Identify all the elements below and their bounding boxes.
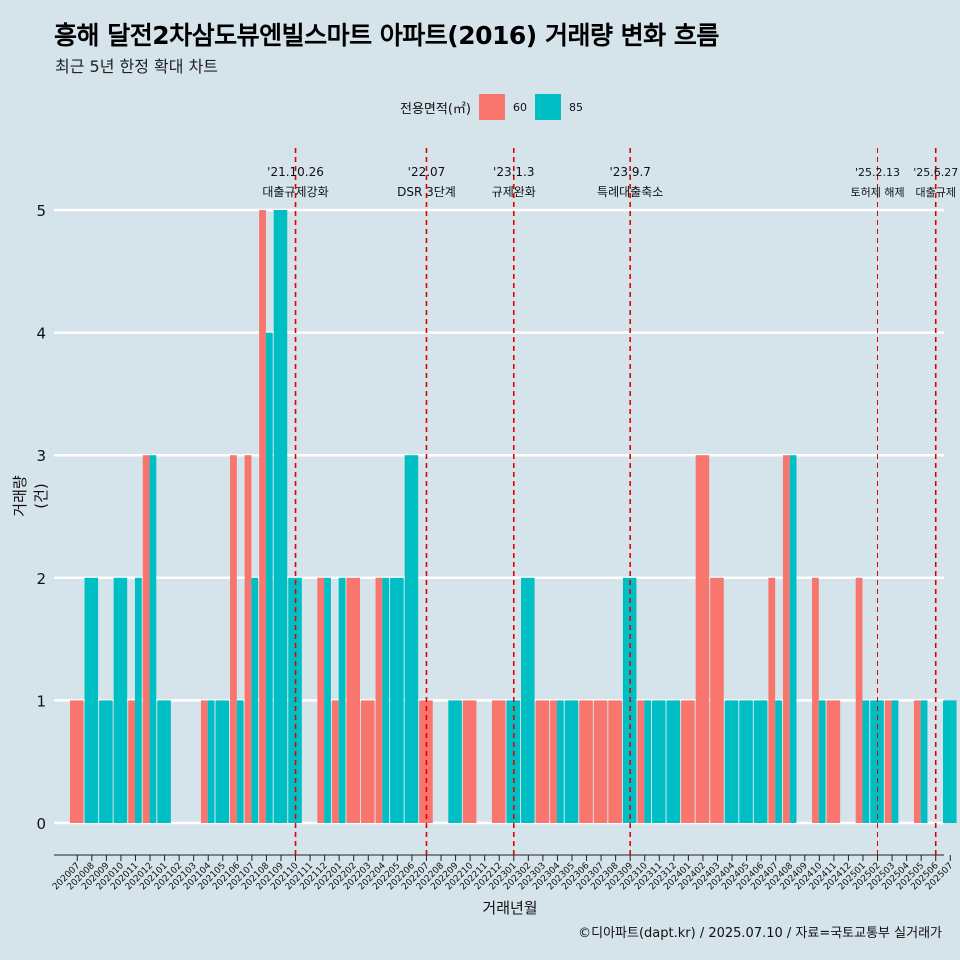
bar-60 xyxy=(855,577,863,823)
bar-60 xyxy=(375,577,383,823)
bar-60 xyxy=(710,577,724,823)
y-tick-label: 1 xyxy=(36,692,46,710)
event-label: 특례대출축소 xyxy=(597,185,663,199)
event-label: 토허제 해제 xyxy=(850,185,904,199)
bar-60 xyxy=(244,455,252,823)
bar-60 xyxy=(681,700,695,823)
bar-85 xyxy=(338,577,346,823)
bar-60 xyxy=(593,700,608,823)
bar-85 xyxy=(273,210,288,823)
y-tick-label: 2 xyxy=(36,570,46,588)
bar-85 xyxy=(724,700,739,823)
bar-85 xyxy=(920,700,928,823)
bar-85 xyxy=(775,700,782,823)
bar-60 xyxy=(200,700,208,823)
bar-60 xyxy=(768,577,776,823)
event-label: 대출규제 xyxy=(915,186,955,199)
bar-60 xyxy=(535,700,550,823)
legend-key-60 xyxy=(478,94,505,120)
bar-60 xyxy=(637,700,645,823)
chart-subtitle: 최근 5년 한정 확대 차트 xyxy=(55,57,219,76)
event-label: 대출규제강화 xyxy=(262,185,328,199)
bar-85 xyxy=(324,577,331,823)
bar-85 xyxy=(149,455,157,823)
bar-85 xyxy=(521,577,535,823)
bar-60 xyxy=(608,700,622,823)
bar-85 xyxy=(251,577,259,823)
bar-85 xyxy=(644,700,651,823)
bar-85 xyxy=(134,577,142,823)
bar-60 xyxy=(782,455,790,823)
bar-85 xyxy=(753,700,768,823)
event-date: '23.9.7 xyxy=(609,165,650,179)
bar-60 xyxy=(462,700,477,823)
bar-60 xyxy=(346,577,360,823)
bar-60 xyxy=(884,700,892,823)
bar-85 xyxy=(207,700,215,823)
bar-85 xyxy=(943,700,957,823)
bar-60 xyxy=(812,577,819,823)
event-date: '25.6.27 xyxy=(913,166,958,179)
bar-85 xyxy=(84,577,99,823)
chart-title: 흥해 달전2차삼도뷰엔빌스마트 아파트(2016) 거래량 변화 흐름 xyxy=(54,21,719,50)
event-date: '21.10.26 xyxy=(267,165,324,179)
legend: 전용면적(㎡) 60 85 xyxy=(400,92,591,122)
bar-85 xyxy=(236,700,244,823)
event-label: 규제완화 xyxy=(492,185,536,199)
bar-85 xyxy=(564,700,579,823)
y-tick-label: 5 xyxy=(36,202,46,220)
bar-85 xyxy=(99,700,113,823)
bar-60 xyxy=(128,700,135,823)
legend-title: 전용면적(㎡) xyxy=(400,101,471,117)
event-date: '23.1.3 xyxy=(493,165,534,179)
bar-85 xyxy=(666,700,681,823)
bar-85 xyxy=(215,700,230,823)
bar-60 xyxy=(491,700,506,823)
bar-60 xyxy=(142,455,150,823)
legend-label-60: 60 xyxy=(512,100,527,114)
event-date: '25.2.13 xyxy=(855,166,900,179)
y-tick-label: 3 xyxy=(36,447,46,465)
x-axis-title: 거래년월 xyxy=(482,899,538,917)
bar-85 xyxy=(113,577,128,823)
y-axis-title: 거래량(건) xyxy=(11,475,50,517)
bar-85 xyxy=(789,455,797,823)
bar-60 xyxy=(695,455,710,823)
bar-60 xyxy=(550,700,557,823)
legend-key-85 xyxy=(534,94,561,120)
bar-85 xyxy=(652,700,666,823)
bar-85 xyxy=(404,455,419,823)
bar-60 xyxy=(230,455,237,823)
bar-60 xyxy=(317,577,325,823)
source-caption: ©디아파트(dapt.kr) / 2025.07.10 / 자료=국토교통부 실… xyxy=(578,926,942,941)
bar-60 xyxy=(259,210,266,823)
bar-85 xyxy=(382,577,390,823)
bar-85 xyxy=(448,700,462,823)
event-label: DSR 3단계 xyxy=(397,185,456,199)
bar-60 xyxy=(579,700,593,823)
bar-85 xyxy=(390,577,404,823)
bar-85 xyxy=(157,700,171,823)
bar-85 xyxy=(265,332,273,823)
bar-85 xyxy=(862,700,870,823)
y-tick-label: 0 xyxy=(36,815,46,833)
event-date: '22.07 xyxy=(408,165,446,179)
legend-label-85: 85 xyxy=(568,100,583,114)
bar-60 xyxy=(826,700,841,823)
bar-85 xyxy=(556,700,564,823)
bar-60 xyxy=(70,700,84,823)
bar-85 xyxy=(891,700,899,823)
y-tick-label: 4 xyxy=(36,325,46,343)
bar-60 xyxy=(913,700,921,823)
bar-60 xyxy=(331,700,339,823)
bar-85 xyxy=(818,700,826,823)
bar-60 xyxy=(361,700,375,823)
bar-85 xyxy=(739,700,753,823)
